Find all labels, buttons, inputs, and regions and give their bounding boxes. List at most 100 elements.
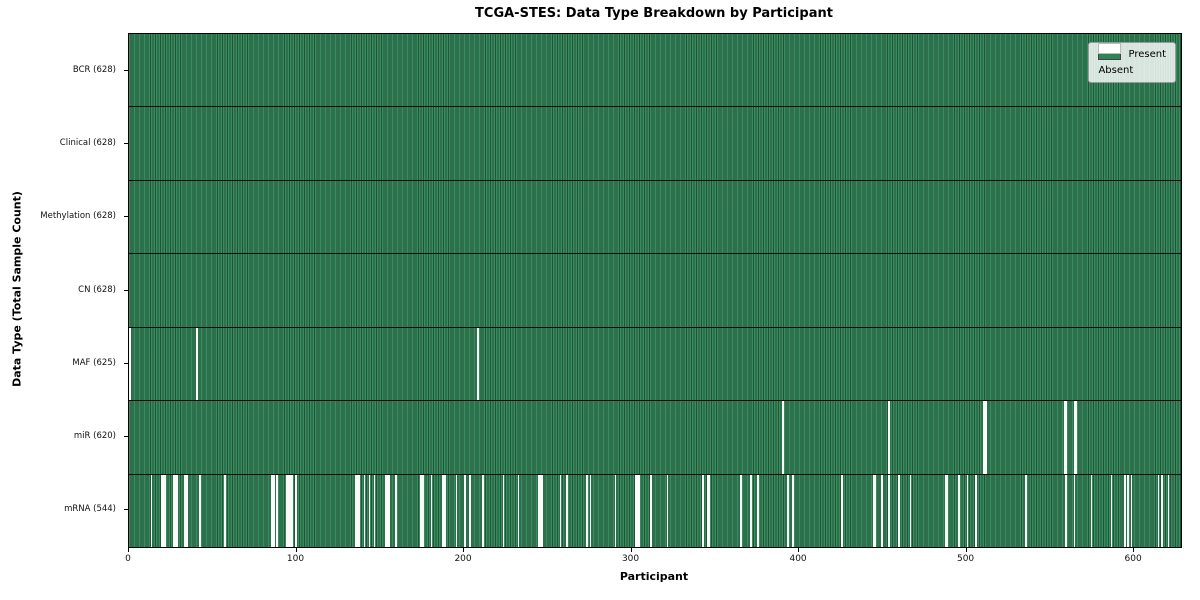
absent-stripe	[129, 327, 131, 401]
y-tick-label: mRNA (544)	[64, 504, 116, 515]
absent-stripe	[1167, 474, 1170, 547]
absent-stripe	[224, 474, 227, 547]
y-tick-mark	[124, 69, 128, 71]
absent-stripe	[740, 474, 743, 547]
absent-stripe	[974, 474, 977, 547]
legend-label: Present	[1128, 49, 1166, 60]
x-tick-label: 0	[125, 554, 131, 564]
heatmap-row-clinical	[129, 106, 1181, 180]
absent-stripe	[706, 474, 711, 547]
absent-stripe	[958, 474, 960, 547]
absent-stripe	[430, 474, 433, 547]
absent-stripe	[537, 474, 543, 547]
absent-stripe	[286, 474, 294, 547]
legend-swatch-absent	[1098, 43, 1122, 54]
absent-stripe	[701, 474, 704, 547]
absent-stripe	[368, 474, 371, 547]
x-tick-mark	[1133, 548, 1135, 552]
absent-stripe	[502, 474, 505, 547]
heatmap-row-methylation	[129, 179, 1181, 254]
absent-stripe	[1110, 474, 1113, 547]
absent-stripe	[792, 474, 795, 547]
absent-stripe	[1160, 474, 1163, 547]
absent-stripe	[897, 474, 900, 547]
absent-stripe	[150, 474, 153, 547]
absent-stripe	[385, 474, 391, 547]
absent-stripe	[944, 474, 949, 547]
y-tick-mark	[124, 142, 128, 144]
x-tick-label: 600	[1124, 554, 1142, 564]
absent-stripe	[1073, 401, 1078, 474]
absent-stripe	[373, 474, 376, 547]
absent-stripe	[782, 401, 784, 474]
absent-stripe	[199, 474, 202, 547]
absent-stripe	[196, 327, 198, 401]
x-tick-mark	[295, 548, 297, 552]
x-tick-mark	[798, 548, 800, 552]
legend-item-absent: Absent	[1098, 43, 1166, 76]
absent-stripe	[1073, 474, 1076, 547]
absent-stripe	[887, 401, 890, 474]
x-tick-mark	[965, 548, 967, 552]
absent-stripe	[442, 474, 446, 547]
absent-stripe	[872, 474, 877, 547]
x-tick-label: 200	[454, 554, 472, 564]
absent-stripe	[750, 474, 753, 547]
absent-stripe	[482, 474, 485, 547]
heatmap-row-bcr	[129, 34, 1181, 107]
heatmap-row-cn	[129, 253, 1181, 327]
absent-stripe	[1127, 474, 1130, 547]
absent-stripe	[966, 474, 969, 547]
heatmap-row-mrna	[129, 473, 1181, 547]
absent-stripe	[757, 474, 759, 547]
absent-stripe	[395, 474, 398, 547]
absent-stripe	[983, 401, 987, 474]
absent-stripe	[840, 474, 843, 547]
y-axis-label: Data Type (Total Sample Count)	[10, 191, 24, 387]
y-tick-label: MAF (625)	[72, 357, 116, 368]
absent-stripe	[294, 474, 297, 547]
x-axis-label: Participant	[619, 570, 689, 583]
absent-stripe	[614, 474, 617, 547]
absent-stripe	[586, 474, 588, 547]
x-tick-mark	[630, 548, 632, 552]
y-tick-label: BCR (628)	[72, 64, 116, 75]
absent-stripe	[517, 474, 520, 547]
absent-stripe	[1063, 401, 1068, 474]
x-tick-label: 100	[286, 554, 305, 564]
absent-stripe	[887, 474, 890, 547]
absent-stripe	[1157, 474, 1160, 547]
y-tick-label: Clinical (628)	[59, 137, 116, 148]
absent-stripe	[276, 474, 279, 547]
y-tick-mark	[124, 436, 128, 438]
y-tick-label: CN (628)	[78, 284, 116, 295]
absent-stripe	[469, 474, 471, 547]
heatmap-rows	[129, 34, 1181, 547]
absent-stripe	[271, 474, 275, 547]
y-tick-label: Methylation (628)	[40, 211, 116, 222]
x-tick-mark	[128, 548, 129, 552]
y-tick-mark	[124, 216, 128, 218]
legend: Present Absent	[1088, 42, 1176, 83]
y-tick-mark	[124, 289, 128, 291]
absent-stripe	[589, 474, 592, 547]
legend-label: Absent	[1098, 65, 1134, 76]
absent-stripe	[1065, 474, 1068, 547]
heatmap-row-mir	[129, 400, 1181, 474]
absent-stripe	[1025, 474, 1027, 547]
y-tick-mark	[124, 509, 128, 511]
absent-stripe	[649, 474, 652, 547]
absent-stripe	[881, 474, 883, 547]
absent-stripe	[787, 474, 789, 547]
absent-stripe	[666, 474, 669, 547]
absent-stripe	[184, 474, 188, 547]
absent-stripe	[909, 474, 912, 547]
y-tick-mark	[124, 362, 128, 364]
absent-stripe	[559, 474, 562, 547]
plot-area: Present Absent	[128, 33, 1182, 548]
absent-stripe	[634, 474, 640, 547]
absent-stripe	[477, 327, 480, 401]
y-tick-label: miR (620)	[73, 431, 116, 442]
absent-stripe	[363, 474, 366, 547]
